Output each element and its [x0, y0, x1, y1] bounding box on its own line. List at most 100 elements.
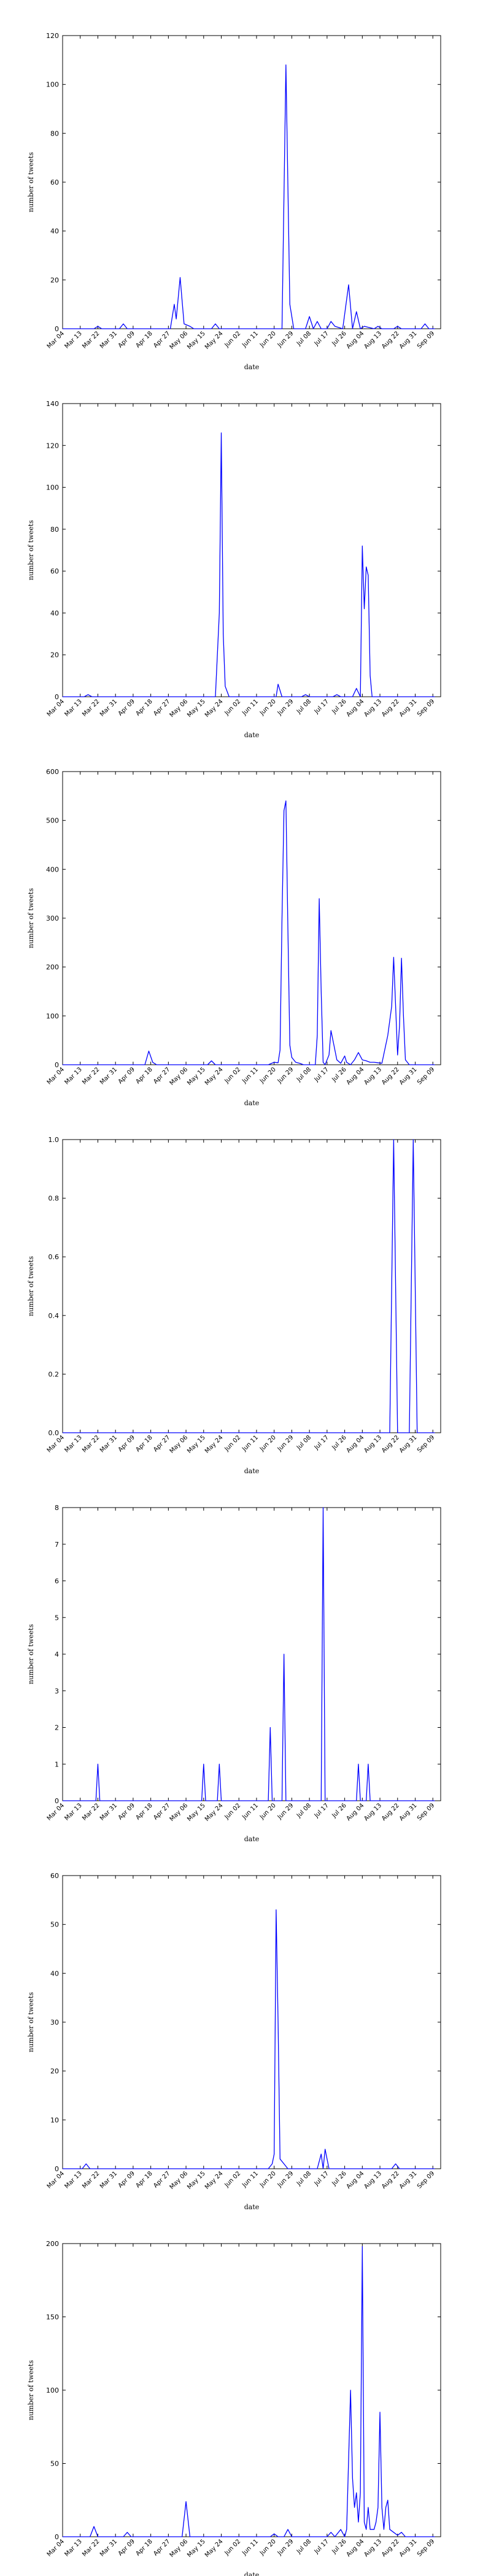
- x-tick-label: Aug 04: [346, 2538, 366, 2558]
- x-axis-label: date: [244, 1099, 260, 1107]
- series-line: [63, 432, 435, 697]
- x-tick-label: Jul 17: [313, 330, 330, 347]
- y-tick-label: 200: [46, 2240, 59, 2248]
- y-tick-label: 20: [50, 2068, 59, 2076]
- x-tick-label: May 24: [204, 2170, 225, 2191]
- x-tick-label: Aug 31: [398, 698, 419, 718]
- x-tick-label: Jun 02: [223, 1434, 242, 1453]
- x-tick-label: May 24: [204, 1434, 225, 1455]
- x-tick-label: Aug 13: [363, 2538, 383, 2558]
- x-tick-label: Apr 18: [134, 330, 153, 349]
- y-tick-label: 7: [55, 1541, 59, 1549]
- x-tick-label: May 15: [186, 2538, 207, 2559]
- x-tick-label: Mar 04: [46, 1802, 66, 1822]
- y-tick-label: 50: [50, 1921, 59, 1929]
- y-tick-label: 300: [46, 914, 59, 922]
- x-tick-label: Mar 13: [63, 2170, 83, 2190]
- y-axis-label: number of tweets: [27, 2360, 35, 2420]
- x-tick-label: Aug 04: [346, 1066, 366, 1086]
- x-tick-label: Jun 02: [223, 2170, 242, 2189]
- x-tick-label: Jul 17: [313, 1434, 330, 1451]
- x-tick-label: Jun 02: [223, 330, 242, 349]
- x-tick-label: Jun 20: [258, 1066, 277, 1085]
- x-tick-label: Jun 11: [241, 1066, 260, 1085]
- x-tick-label: Sep 09: [416, 698, 436, 718]
- x-tick-label: Jun 02: [223, 1066, 242, 1085]
- x-tick-label: Apr 18: [134, 1434, 153, 1453]
- y-tick-label: 100: [46, 1012, 59, 1020]
- x-tick-label: May 06: [169, 2170, 190, 2191]
- x-tick-label: Apr 09: [117, 1434, 136, 1453]
- y-tick-label: 40: [50, 228, 59, 236]
- x-tick-label: Jun 20: [258, 698, 277, 717]
- x-tick-label: Jun 29: [276, 1802, 295, 1821]
- x-tick-label: Aug 31: [398, 2538, 419, 2558]
- plot-frame: [62, 1507, 441, 1801]
- y-tick-label: 0: [55, 1061, 59, 1069]
- y-tick-label: 400: [46, 865, 59, 873]
- y-tick-label: 80: [50, 129, 59, 137]
- x-tick-label: Mar 31: [99, 698, 118, 718]
- plot-frame: [62, 403, 441, 697]
- x-tick-label: Jun 29: [276, 1434, 295, 1453]
- y-axis-label: number of tweets: [27, 1256, 35, 1316]
- x-tick-label: Jul 08: [295, 1066, 312, 1083]
- x-tick-label: Aug 22: [381, 2538, 401, 2558]
- x-tick-label: Aug 22: [381, 1434, 401, 1454]
- x-tick-label: May 24: [204, 1066, 225, 1087]
- x-tick-label: Aug 13: [363, 1434, 383, 1454]
- x-tick-label: Apr 09: [117, 330, 136, 349]
- x-tick-label: Aug 13: [363, 1066, 383, 1086]
- x-tick-label: Jun 11: [241, 2538, 260, 2557]
- x-tick-label: Mar 13: [63, 2538, 83, 2558]
- y-tick-label: 120: [46, 32, 59, 40]
- x-tick-label: May 15: [186, 330, 207, 351]
- y-tick-label: 200: [46, 964, 59, 972]
- x-tick-label: Mar 04: [46, 698, 66, 718]
- x-tick-label: May 24: [204, 698, 225, 719]
- x-tick-label: Aug 22: [381, 698, 401, 718]
- x-tick-label: Mar 31: [99, 1802, 118, 1822]
- x-tick-label: Apr 18: [134, 1802, 153, 1821]
- x-tick-label: Mar 04: [46, 330, 66, 350]
- y-tick-label: 0: [55, 1797, 59, 1805]
- x-tick-label: May 24: [204, 1802, 225, 1823]
- x-tick-label: Jun 02: [223, 698, 242, 717]
- x-tick-label: Apr 18: [134, 2170, 153, 2189]
- y-axis-label: number of tweets: [27, 1992, 35, 2052]
- x-tick-label: Jun 02: [223, 2538, 242, 2557]
- y-tick-label: 60: [50, 567, 59, 575]
- y-tick-label: 0.2: [48, 1370, 60, 1378]
- x-tick-label: Sep 09: [416, 1434, 436, 1454]
- x-tick-label: Jun 11: [241, 1434, 260, 1453]
- y-tick-label: 0: [55, 2533, 59, 2541]
- x-tick-label: Jun 20: [258, 1802, 277, 1821]
- x-tick-label: Mar 31: [99, 1066, 118, 1086]
- x-tick-label: May 06: [169, 698, 190, 719]
- series-line: [63, 64, 435, 329]
- x-tick-label: Sep 09: [416, 1802, 436, 1822]
- x-tick-label: Mar 13: [63, 698, 83, 718]
- x-tick-label: Sep 09: [416, 2538, 436, 2558]
- x-tick-label: Jun 29: [276, 1066, 295, 1085]
- y-tick-label: 50: [50, 2460, 59, 2468]
- x-tick-label: Aug 31: [398, 330, 419, 350]
- y-tick-label: 100: [46, 484, 59, 492]
- x-tick-label: Sep 09: [416, 330, 436, 350]
- y-tick-label: 100: [46, 81, 59, 89]
- y-tick-label: 120: [46, 442, 59, 450]
- x-tick-label: Jun 11: [241, 698, 260, 717]
- x-tick-label: Jun 20: [258, 330, 277, 349]
- x-tick-label: Jun 20: [258, 1434, 277, 1453]
- x-tick-label: Aug 04: [346, 698, 366, 718]
- x-tick-label: Aug 22: [381, 1802, 401, 1822]
- x-tick-label: Aug 31: [398, 1434, 419, 1454]
- y-tick-label: 10: [50, 2116, 59, 2124]
- x-tick-label: Aug 04: [346, 1802, 366, 1822]
- y-tick-label: 1: [55, 1760, 59, 1768]
- x-tick-label: May 15: [186, 1434, 207, 1455]
